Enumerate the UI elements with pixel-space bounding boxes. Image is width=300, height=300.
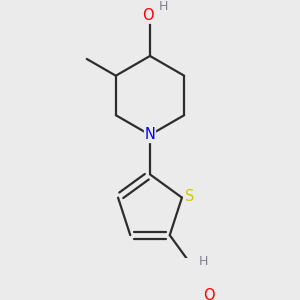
Text: N: N bbox=[145, 128, 155, 142]
Text: S: S bbox=[185, 189, 194, 204]
Text: H: H bbox=[198, 255, 208, 268]
Text: H: H bbox=[159, 0, 168, 13]
Text: O: O bbox=[203, 288, 215, 300]
Text: O: O bbox=[142, 8, 154, 23]
